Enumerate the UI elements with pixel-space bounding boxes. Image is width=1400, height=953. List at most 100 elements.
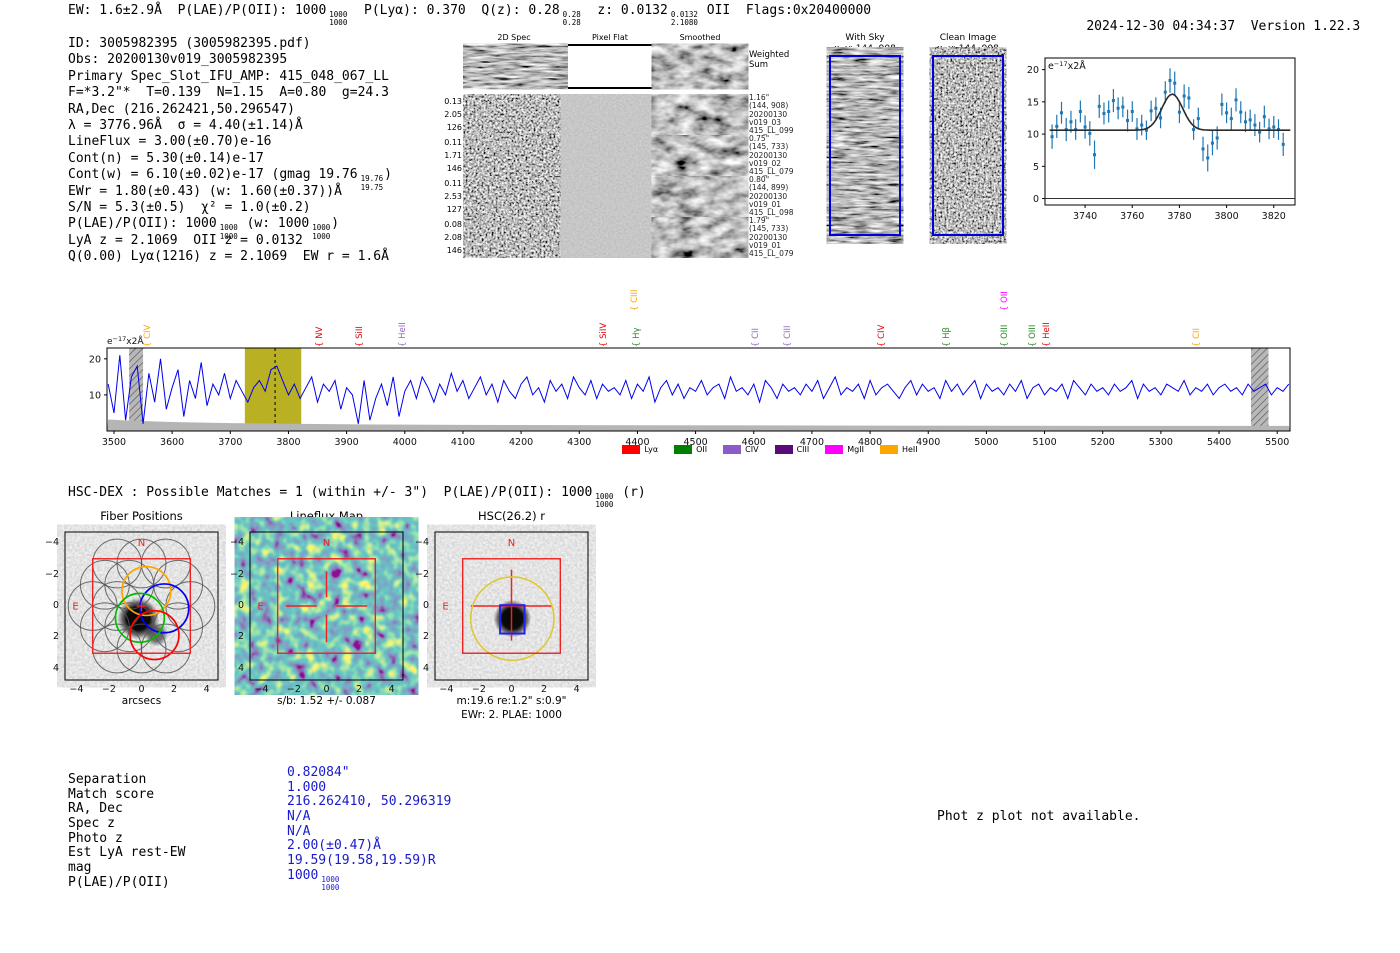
fiber-row-right-labels: 0.75" (145, 733) 20200130 v019_02 415_LL_079: [749, 134, 794, 176]
cutout-x-tick-label: −4: [254, 684, 269, 695]
fiber-pixelflat-image: [565, 137, 654, 174]
text-segment: ID: 3005982395 (3005982395.pdf): [68, 36, 311, 51]
cutout-x-tick-label: 0: [138, 684, 145, 695]
noise-image: [468, 46, 563, 87]
text-segment: ): [384, 167, 392, 183]
data-point: [1173, 81, 1177, 85]
data-point: [1234, 98, 1238, 102]
x-tick-label: 3900: [335, 437, 359, 448]
info-line: LyA z = 2.1069 OII z = 0.0132: [68, 233, 392, 249]
fiber-row-right-labels: 0.80" (144, 899) 20200130 v019_01 415_LL_098: [749, 175, 794, 217]
noise-image: [565, 178, 654, 215]
match-row-label: mag: [68, 859, 92, 875]
spectral-line-label: { OII: [1000, 291, 1011, 311]
data-point: [1201, 147, 1205, 151]
data-point: [1281, 142, 1285, 146]
fiber-xlabel: arcsecs: [121, 695, 162, 707]
data-point: [1107, 110, 1111, 114]
info-line: LineFlux = 3.00(±0.70)e-16: [68, 134, 392, 150]
x-tick-label: 5000: [974, 437, 998, 448]
left-label-line: 127: [446, 205, 462, 214]
info-line: RA,Dec (216.262421,50.296547): [68, 102, 392, 118]
data-point: [1253, 123, 1257, 127]
info-line: S/N = 5.3(±0.5) χ² = 1.0(±0.2): [68, 200, 392, 216]
data-point: [1130, 110, 1134, 114]
match-row-label: Separation: [68, 772, 147, 787]
data-point: [1187, 96, 1191, 100]
catalog-position-box: [499, 604, 526, 635]
cutout-x-tick-label: −2: [471, 684, 486, 695]
right-label-line: (145, 733): [749, 142, 789, 152]
left-label-line: 146: [446, 246, 462, 255]
x-tick-label: 4000: [393, 437, 417, 448]
legend-swatch: [825, 445, 844, 454]
data-point: [1116, 106, 1120, 110]
match-row-value: N/A: [287, 824, 310, 840]
cutout-x-tick-label: 0: [508, 684, 515, 695]
fiber-circle: [116, 623, 167, 674]
fraction-bottom: 1000: [219, 231, 238, 241]
extraction-box: [276, 558, 377, 654]
spacer: [1235, 19, 1251, 34]
match-row-value: N/A: [287, 809, 310, 825]
noise-image: [656, 96, 744, 133]
fiber-2dspec-image: [468, 178, 563, 215]
data-point: [1267, 127, 1271, 131]
data-point: [1225, 111, 1229, 115]
text-segment: Cont(w) = 6.10(±0.02)e-17 (gmag 19.76: [68, 167, 358, 183]
fiber-row-left-labels: 0.08 2.08 146: [434, 218, 462, 257]
weighted-label-line: Weighted: [749, 50, 790, 60]
x-tick-label: 4300: [567, 437, 591, 448]
fraction-bottom: 1000: [329, 18, 348, 28]
data-point: [1097, 104, 1101, 108]
fraction-top: 1000: [219, 223, 238, 233]
x-tick-label: 3700: [218, 437, 242, 448]
legend-label: MgII: [847, 445, 864, 454]
left-label-line: 146: [446, 164, 462, 173]
data-point: [1088, 131, 1092, 135]
data-point: [1258, 130, 1262, 134]
spec2d-fiber-row: [466, 176, 746, 217]
y-tick-label: 0: [1033, 194, 1039, 205]
fiber-row-right-labels: 1.16" (144, 908) 20200130 v019_03 415_LL_099: [749, 93, 794, 135]
legend-swatch: [674, 445, 693, 454]
data-point: [1182, 94, 1186, 98]
selected-fiber-circle: [114, 592, 166, 644]
left-label-line: 2.05: [444, 110, 462, 119]
plot-border: [64, 531, 219, 681]
x-tick-label: 5400: [1207, 437, 1231, 448]
selected-fiber-circle: [121, 565, 172, 617]
fraction-top: 1000: [312, 223, 331, 233]
data-point: [1111, 99, 1115, 103]
right-label-line: 1.16": [749, 93, 770, 102]
hsc-xlabel2: EWr: 2. PLAE: 1000: [461, 709, 562, 721]
north-label: N: [323, 538, 330, 549]
cutout-x-tick-label: 0: [323, 684, 330, 695]
cutout-x-tick-label: 2: [356, 684, 363, 695]
data-point: [1210, 141, 1214, 145]
data-point: [1102, 111, 1106, 115]
fraction: 1000 1000: [321, 875, 339, 893]
fiber-pixelflat-image: [565, 178, 654, 215]
cutout-x-tick-label: 2: [541, 684, 548, 695]
data-point: [1135, 127, 1139, 131]
data-point: [1144, 128, 1148, 132]
with-sky-subtitle: x, y: 144, 908: [834, 43, 896, 54]
data-point: [1206, 156, 1210, 160]
data-point: [1168, 79, 1172, 83]
x-tick-label: 4200: [509, 437, 533, 448]
match-row-label: Match score: [68, 786, 155, 802]
cutout-y-tick-label: 0: [422, 600, 429, 611]
x-tick-label: 4800: [858, 437, 882, 448]
flux-units-annotation: e−17x2Å: [107, 335, 144, 347]
match-row-label: Est LyA rest-EW: [68, 845, 186, 861]
text-segment: P(Lyα): 0.370 Q(z): 0.28: [348, 3, 560, 18]
weighted-2dspec-image: [468, 46, 563, 87]
cutout-x-tick-label: 4: [388, 684, 395, 695]
text-segment: Q(0.00) Lyα(1216) z = 2.1069 EW r = 1.6Å: [68, 249, 389, 265]
data-point: [1078, 110, 1082, 114]
text-segment: 2.00(±0.47)Å: [287, 838, 381, 854]
left-label-line: 126: [446, 123, 462, 132]
left-label-line: 0.13: [444, 97, 462, 106]
